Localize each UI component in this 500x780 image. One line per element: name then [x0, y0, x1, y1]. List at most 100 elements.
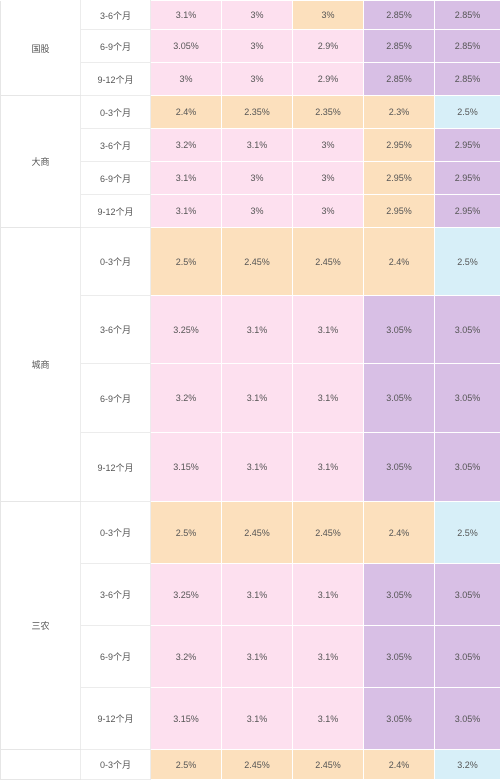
rate-cell: 3.1%: [151, 1, 222, 30]
bank-type-cell: 大商: [1, 96, 81, 228]
rate-cell: 2.4%: [151, 96, 222, 129]
term-cell: 3-6个月: [81, 129, 151, 162]
term-cell: 3-6个月: [81, 564, 151, 626]
rate-cell: 3.15%: [151, 433, 222, 502]
rate-cell: 3.05%: [364, 564, 435, 626]
rate-cell: 3%: [293, 1, 364, 30]
rate-cell: 2.45%: [293, 750, 364, 780]
bank-type-cell: [1, 750, 81, 780]
rate-cell: 3.2%: [151, 626, 222, 688]
rate-cell: 2.95%: [364, 162, 435, 195]
bank-type-cell: 三农: [1, 502, 81, 750]
rate-cell: 3.05%: [364, 626, 435, 688]
rate-cell: 2.85%: [435, 63, 500, 96]
rate-cell: 2.35%: [222, 96, 293, 129]
rate-cell: 2.45%: [222, 502, 293, 564]
rate-cell: 3%: [151, 63, 222, 96]
rate-cell: 3.1%: [222, 364, 293, 433]
rate-cell: 2.5%: [435, 228, 500, 296]
rate-cell: 3.05%: [435, 564, 500, 626]
rate-cell: 2.4%: [364, 750, 435, 780]
rate-cell: 3.1%: [293, 364, 364, 433]
rate-cell: 3.1%: [222, 564, 293, 626]
bank-type-cell: 城商: [1, 228, 81, 502]
rate-cell: 2.95%: [364, 195, 435, 228]
rate-cell: 3%: [222, 195, 293, 228]
rate-cell: 3.05%: [435, 626, 500, 688]
rate-cell: 3%: [222, 162, 293, 195]
term-cell: 3-6个月: [81, 1, 151, 30]
rate-cell: 3.05%: [364, 296, 435, 364]
rate-cell: 2.45%: [293, 228, 364, 296]
rate-cell: 3%: [293, 162, 364, 195]
rate-cell: 3.05%: [364, 364, 435, 433]
rate-cell: 3.1%: [293, 626, 364, 688]
rate-cell: 3.1%: [151, 195, 222, 228]
rate-cell: 3.05%: [364, 433, 435, 502]
rate-cell: 3.1%: [293, 564, 364, 626]
rate-cell: 3.05%: [435, 433, 500, 502]
term-cell: 6-9个月: [81, 364, 151, 433]
rate-cell: 2.5%: [151, 502, 222, 564]
term-cell: 6-9个月: [81, 162, 151, 195]
rate-cell: 2.5%: [435, 502, 500, 564]
rate-cell: 2.5%: [435, 96, 500, 129]
rate-cell: 3.05%: [435, 364, 500, 433]
rate-cell: 3.05%: [435, 688, 500, 750]
term-cell: 0-3个月: [81, 96, 151, 129]
term-cell: 9-12个月: [81, 433, 151, 502]
rate-cell: 3.1%: [222, 129, 293, 162]
rate-cell: 2.45%: [222, 228, 293, 296]
rate-cell: 2.85%: [364, 63, 435, 96]
rate-cell: 2.45%: [293, 502, 364, 564]
rate-cell: 3.1%: [293, 433, 364, 502]
rate-cell: 2.5%: [151, 228, 222, 296]
rate-cell: 2.4%: [364, 502, 435, 564]
rate-cell: 2.45%: [222, 750, 293, 780]
rate-cell: 3.05%: [151, 30, 222, 63]
rate-cell: 3.05%: [435, 296, 500, 364]
rate-cell: 2.85%: [435, 30, 500, 63]
term-cell: 0-3个月: [81, 228, 151, 296]
rate-cell: 2.95%: [435, 129, 500, 162]
term-cell: 0-3个月: [81, 502, 151, 564]
rate-cell: 3%: [293, 129, 364, 162]
term-cell: 9-12个月: [81, 688, 151, 750]
term-cell: 6-9个月: [81, 30, 151, 63]
rate-cell: 3%: [222, 1, 293, 30]
rate-cell: 2.95%: [364, 129, 435, 162]
rate-cell: 2.95%: [435, 195, 500, 228]
rate-cell: 3%: [222, 63, 293, 96]
rate-cell: 2.95%: [435, 162, 500, 195]
term-cell: 0-3个月: [81, 750, 151, 780]
term-cell: 9-12个月: [81, 63, 151, 96]
rate-cell: 3.1%: [151, 162, 222, 195]
rate-cell: 3.1%: [222, 433, 293, 502]
rate-cell: 2.9%: [293, 30, 364, 63]
term-cell: 6-9个月: [81, 626, 151, 688]
term-cell: 9-12个月: [81, 195, 151, 228]
rate-cell: 2.4%: [364, 228, 435, 296]
rate-cell: 3.1%: [222, 296, 293, 364]
rate-cell: 2.85%: [364, 30, 435, 63]
bank-type-cell: 国股: [1, 1, 81, 96]
rate-cell: 2.5%: [151, 750, 222, 780]
rate-cell: 2.85%: [364, 1, 435, 30]
rate-cell: 3.1%: [222, 626, 293, 688]
rate-cell: 3.1%: [222, 688, 293, 750]
rate-cell: 2.85%: [435, 1, 500, 30]
rate-cell: 3.1%: [293, 688, 364, 750]
rate-cell: 3.2%: [435, 750, 500, 780]
rate-cell: 3.25%: [151, 564, 222, 626]
rate-cell: 3%: [222, 30, 293, 63]
rate-cell: 2.3%: [364, 96, 435, 129]
rate-cell: 3%: [293, 195, 364, 228]
rate-cell: 3.25%: [151, 296, 222, 364]
rate-cell: 3.2%: [151, 364, 222, 433]
